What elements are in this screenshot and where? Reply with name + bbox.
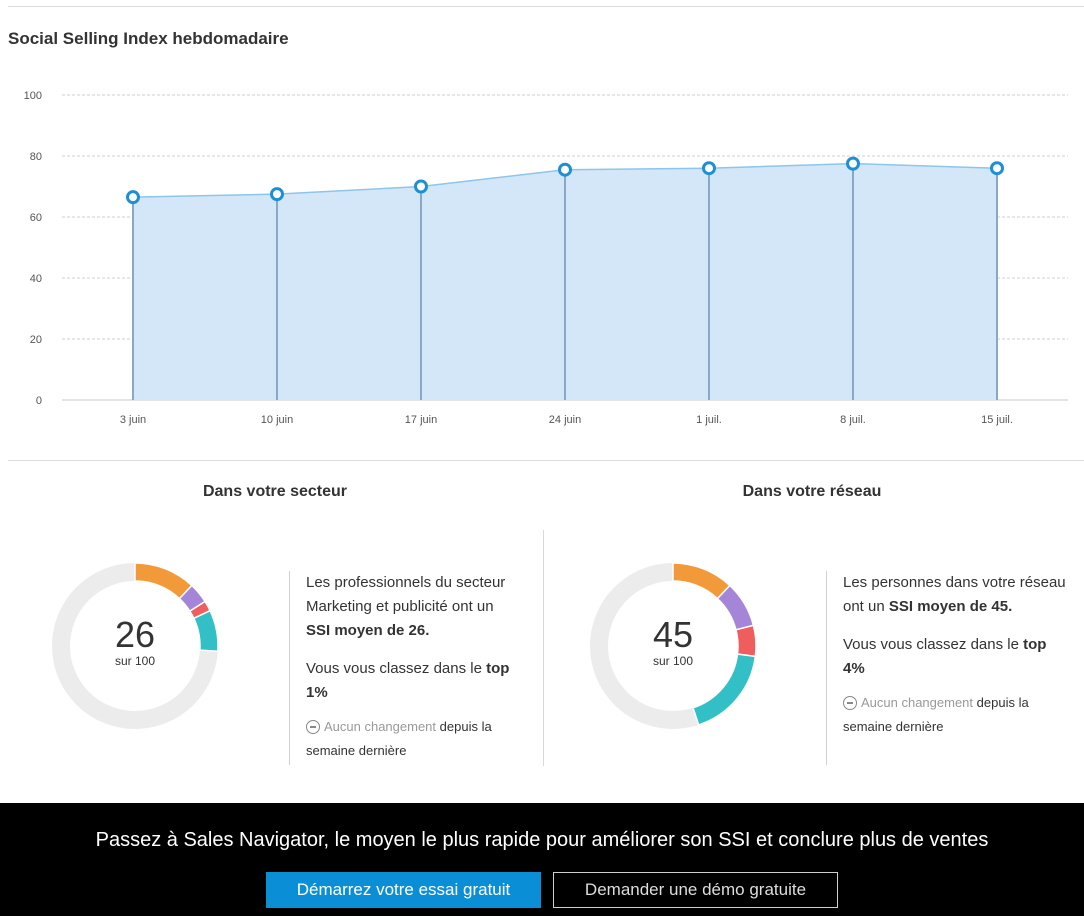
network-score-block: 45 sur 100 — [588, 614, 758, 669]
sector-donut-chart — [52, 562, 219, 729]
no-change-icon — [306, 720, 320, 734]
sector-rank-prefix: Vous vous classez dans le — [306, 660, 487, 677]
column-separator — [543, 530, 544, 766]
sector-score-sub: sur 100 — [114, 654, 156, 668]
network-rank: Vous vous classez dans le top 4% — [843, 633, 1066, 681]
donut-segment — [192, 609, 219, 653]
donut-segment — [672, 562, 731, 600]
network-description: Les personnes dans votre réseau ont un S… — [826, 571, 1066, 765]
network-change-rest: semaine dernière — [843, 719, 944, 734]
sector-desc-prefix: Les professionnels du secteur Marketing … — [306, 574, 506, 615]
start-free-trial-button[interactable]: Démarrez votre essai gratuit — [266, 872, 541, 908]
network-avg-ssi: SSI moyen de 45. — [888, 598, 1013, 615]
network-score-sub: sur 100 — [652, 654, 694, 668]
banner-text: Passez à Sales Navigator, le moyen le pl… — [95, 829, 989, 851]
data-point — [414, 179, 428, 194]
sector-score: 26 — [114, 614, 156, 655]
sector-avg-ssi: SSI moyen de 26. — [306, 622, 430, 639]
y-tick-label: 20 — [30, 334, 42, 346]
sector-change-since: depuis la — [436, 719, 492, 734]
no-change-icon — [843, 696, 857, 710]
sector-title: Dans votre secteur — [202, 483, 348, 500]
network-change-muted: Aucun changement — [861, 695, 974, 710]
sector-desc-text: Les professionnels du secteur Marketing … — [306, 571, 514, 643]
y-tick-label: 0 — [36, 395, 42, 407]
sector-description: Les professionnels du secteur Marketing … — [289, 571, 514, 765]
sector-change-muted: Aucun changement — [324, 719, 437, 734]
data-point — [126, 190, 140, 205]
x-tick-label: 3 juin — [120, 414, 146, 426]
data-point — [846, 156, 860, 171]
top-divider — [8, 6, 1084, 7]
data-point — [558, 162, 572, 177]
network-desc-text: Les personnes dans votre réseau ont un S… — [843, 571, 1066, 619]
section-divider — [8, 460, 1084, 461]
y-tick-label: 80 — [30, 151, 42, 163]
network-rank-value: top 4% — [843, 636, 1047, 677]
data-point — [702, 161, 716, 176]
data-point — [990, 161, 1004, 176]
network-title: Dans votre réseau — [742, 483, 882, 500]
donut-segment — [134, 562, 193, 600]
x-tick-label: 24 juin — [549, 414, 581, 426]
network-desc-prefix: Les personnes dans votre réseau ont un — [843, 574, 1066, 615]
network-donut-chart — [590, 562, 757, 729]
x-tick-label: 15 juil. — [981, 414, 1013, 426]
page-title: Social Selling Index hebdomadaire — [8, 29, 289, 48]
network-score: 45 — [652, 614, 694, 655]
sector-change-rest: semaine dernière — [306, 743, 407, 758]
network-change-since: depuis la — [973, 695, 1029, 710]
y-tick-label: 100 — [24, 90, 42, 102]
network-donut: 45 sur 100 — [588, 561, 758, 731]
sector-donut: 26 sur 100 — [50, 561, 220, 731]
request-demo-button[interactable]: Demander une démo gratuite — [553, 872, 838, 908]
network-change: Aucun changement depuis la semaine derni… — [843, 691, 1066, 739]
data-point — [270, 187, 284, 202]
x-tick-label: 8 juil. — [840, 414, 866, 426]
x-tick-label: 17 juin — [405, 414, 437, 426]
x-tick-label: 1 juil. — [696, 414, 722, 426]
sector-rank-value: top 1% — [306, 660, 510, 701]
sector-change: Aucun changement depuis la semaine derni… — [306, 715, 514, 763]
network-rank-prefix: Vous vous classez dans le — [843, 636, 1024, 653]
y-tick-label: 60 — [30, 212, 42, 224]
sector-rank: Vous vous classez dans le top 1% — [306, 657, 514, 705]
donut-segment — [692, 653, 757, 726]
x-tick-label: 10 juin — [261, 414, 293, 426]
weekly-ssi-chart: 0 20 40 60 80 100 3 juin 10 juin 17 juin 24 juin 1… — [24, 90, 1068, 426]
y-tick-label: 40 — [30, 273, 42, 285]
sector-score-block: 26 sur 100 — [50, 614, 220, 669]
sales-navigator-banner: Passez à Sales Navigator, le moyen le pl… — [0, 803, 1084, 916]
